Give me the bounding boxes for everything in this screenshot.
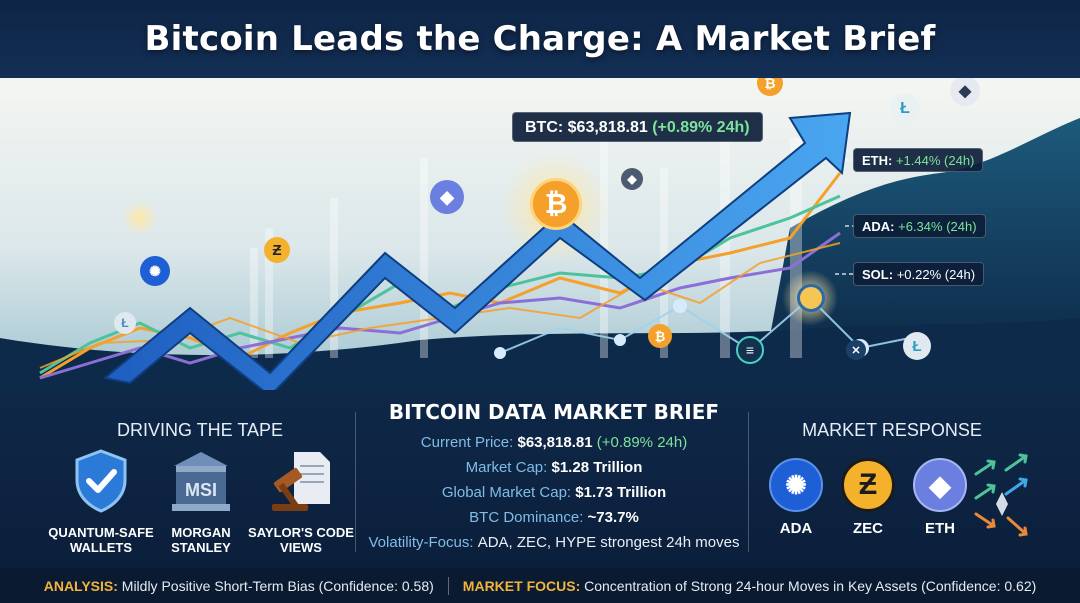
footer-separator (447, 576, 449, 595)
tape-item-label: SAYLOR'S CODE VIEWS (248, 525, 354, 555)
ethereum-icon: ◆ (913, 458, 967, 512)
zcash-coin-icon: Ƶ (264, 237, 290, 263)
brief-value: $1.28 Trillion (551, 459, 643, 476)
brief-key: Market Cap: (465, 459, 548, 476)
response-item-ada: ✺ ADA (760, 458, 832, 537)
eth-change: +1.44% (24h) (895, 153, 975, 168)
ethereum-small-coin-icon: ◆ (621, 168, 643, 190)
brief-value: ~73.7% (587, 509, 639, 526)
ethereum-coin-icon: ◆ (430, 180, 464, 214)
response-item-label: ZEC (853, 520, 883, 537)
bitcoin-lower-coin-icon: ₿ (648, 324, 672, 348)
tape-item-label: MORGAN STANLEY (171, 525, 231, 555)
brief-row-current-price: Current Price: $63,818.81 (+0.89% 24h) (360, 430, 748, 455)
glow-coin-icon (797, 284, 825, 312)
analysis-key: ANALYSIS: (43, 577, 118, 594)
page-title: Bitcoin Leads the Charge: A Market Brief (144, 19, 936, 59)
footer-bar: ANALYSIS: Mildly Positive Short-Term Bia… (0, 568, 1080, 603)
bank-msi-icon: MSI (172, 452, 230, 511)
brief-key: Current Price: (420, 434, 514, 451)
btc-price-change: (+0.89% 24h) (652, 119, 750, 136)
btc-price-label: BTC: $63,818.81 (525, 119, 648, 136)
hero-illustration: ₿ ₿ ₿ ◆ ◆ ◆ Ł Ł Ł Ƶ ✺ ≡ ✕ BTC: $63,818.8… (0, 78, 1080, 390)
litecoin-coin-icon: Ł (890, 94, 920, 124)
brief-value-change: (+0.89% 24h) (596, 434, 688, 451)
brief-row-btc-dominance: BTC Dominance: ~73.7% (360, 505, 748, 530)
cardano-coin-icon: ✺ (140, 256, 170, 286)
tape-item-saylors-code-views: SAYLOR'S CODE VIEWS (246, 448, 356, 555)
brief-key: Global Market Cap: (441, 484, 572, 501)
brief-value: $1.73 Trillion (575, 484, 667, 501)
divider-left (355, 412, 356, 552)
response-item-zec: Ƶ ZEC (832, 458, 904, 537)
trend-arrows-icon (974, 453, 1028, 537)
bitcoin-small-coin-icon: ₿ (757, 78, 783, 96)
ada-change-callout: ADA: +6.34% (24h) (853, 214, 986, 238)
brief-row-global-market-cap: Global Market Cap: $1.73 Trillion (360, 480, 748, 505)
ethereum-top-coin-icon: ◆ (950, 78, 980, 106)
network-coin-icon: ✕ (846, 340, 866, 360)
brief-rows: Current Price: $63,818.81 (+0.89% 24h) M… (360, 430, 748, 555)
analysis-text: Mildly Positive Short-Term Bias (Confide… (121, 577, 434, 594)
gavel-document-icon (272, 452, 330, 511)
market-focus-key: MARKET FOCUS: (462, 577, 581, 594)
brief-row-market-cap: Market Cap: $1.28 Trillion (360, 455, 748, 480)
brief-key: BTC Dominance: (469, 509, 584, 526)
brief-row-volatility-focus: Volatility-Focus: ADA, ZEC, HYPE stronge… (360, 530, 748, 555)
zcash-icon: Ƶ (841, 458, 895, 512)
solana-coin-icon: ≡ (736, 336, 764, 364)
tape-item-label: QUANTUM-SAFE WALLETS (48, 525, 154, 555)
brief-value: $63,818.81 (517, 434, 593, 451)
brief-title: BITCOIN DATA MARKET BRIEF (388, 400, 720, 424)
response-item-label: ADA (779, 520, 813, 537)
ada-label: ADA: (862, 219, 895, 234)
response-item-label: ETH (925, 520, 955, 537)
eth-label: ETH: (862, 153, 893, 168)
bitcoin-coin-icon: ₿ (530, 178, 582, 230)
brief-key: Volatility-Focus: (368, 534, 474, 551)
sol-label: SOL: (862, 267, 894, 282)
msi-logo-text: MSI (185, 480, 217, 500)
btc-price-callout: BTC: $63,818.81 (+0.89% 24h) (512, 112, 763, 142)
ada-change: +6.34% (24h) (898, 219, 977, 234)
response-item-eth: ◆ ETH (904, 458, 976, 537)
response-title: MARKET RESPONSE (802, 420, 982, 440)
info-panel: DRIVING THE TAPE QUANTUM-SAFE WALLETS MS… (0, 390, 1080, 568)
eth-change-callout: ETH: +1.44% (24h) (853, 148, 984, 172)
sol-change: +0.22% (24h) (896, 267, 976, 282)
tape-item-morgan-stanley: MSI MORGAN STANLEY (146, 448, 256, 555)
divider-right (748, 412, 749, 552)
market-focus-text: Concentration of Strong 24-hour Moves in… (584, 577, 1037, 594)
brief-value: ADA, ZEC, HYPE strongest 24h moves (477, 534, 740, 551)
tape-item-quantum-safe-wallets: QUANTUM-SAFE WALLETS (46, 448, 156, 555)
sol-change-callout: SOL: +0.22% (24h) (853, 262, 985, 286)
tape-title: DRIVING THE TAPE (116, 420, 284, 440)
title-banner: Bitcoin Leads the Charge: A Market Brief (0, 0, 1080, 78)
shield-check-icon (75, 449, 127, 513)
litecoin-lower-coin-icon: Ł (903, 332, 931, 360)
cardano-icon: ✺ (769, 458, 823, 512)
litecoin-left-coin-icon: Ł (114, 312, 136, 334)
